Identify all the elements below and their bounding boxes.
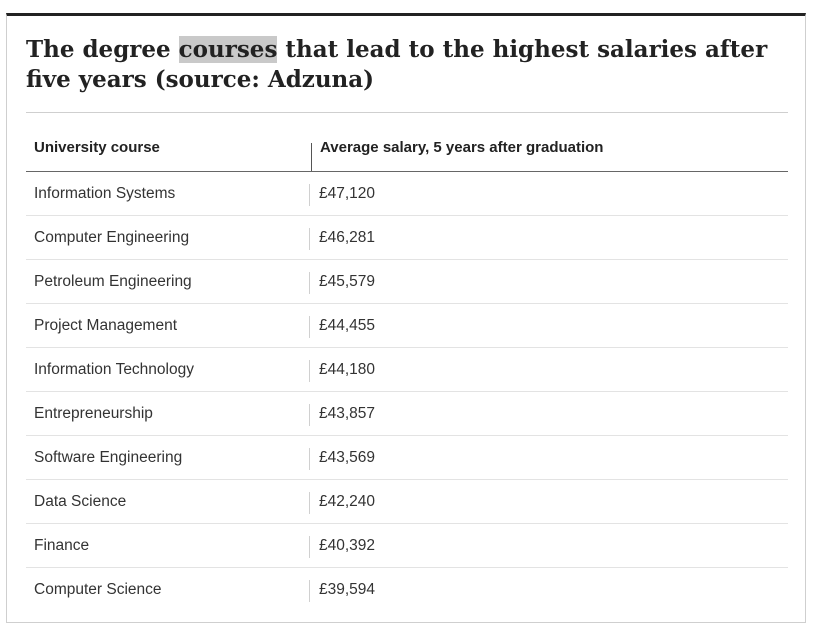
course-cell: Information Technology (34, 361, 194, 378)
title-divider (26, 112, 788, 113)
column-separator (309, 184, 310, 206)
course-cell: Petroleum Engineering (34, 273, 192, 290)
salary-cell: £40,392 (319, 537, 376, 554)
table-row: Petroleum Engineering £45,579 (26, 260, 788, 304)
column-header-salary: Average salary, 5 years after graduation (320, 139, 604, 156)
column-header-course: University course (34, 139, 160, 156)
table-row: Project Management £44,455 (26, 304, 788, 348)
column-separator (309, 272, 310, 294)
salary-cell: £44,180 (319, 361, 376, 378)
column-separator (309, 360, 310, 382)
salary-cell: £39,594 (319, 581, 376, 598)
course-cell: Project Management (34, 317, 178, 334)
salary-cell: £42,240 (319, 493, 376, 510)
table-row: Data Science £42,240 (26, 480, 788, 524)
salary-table-card: The degree courses that lead to the high… (6, 13, 806, 623)
title-highlighted-word: courses (178, 36, 278, 63)
table-row: Information Technology £44,180 (26, 348, 788, 392)
course-cell: Information Systems (34, 185, 176, 202)
salary-cell: £45,579 (319, 273, 376, 290)
salary-cell: £43,857 (319, 405, 376, 422)
column-separator (311, 143, 312, 171)
column-separator (309, 536, 310, 558)
title-text-before: The degree (26, 36, 179, 63)
course-cell: Entrepreneurship (34, 405, 153, 422)
table-row: Computer Engineering £46,281 (26, 216, 788, 260)
column-separator (309, 448, 310, 470)
table-title: The degree courses that lead to the high… (26, 35, 786, 95)
course-cell: Finance (34, 537, 90, 554)
column-separator (309, 492, 310, 514)
table-row: Entrepreneurship £43,857 (26, 392, 788, 436)
table-header-row: University course Average salary, 5 year… (26, 129, 788, 172)
table-row: Computer Science £39,594 (26, 568, 788, 611)
salary-cell: £46,281 (319, 229, 376, 246)
table-row: Information Systems £47,120 (26, 172, 788, 216)
table-row: Finance £40,392 (26, 524, 788, 568)
salary-cell: £43,569 (319, 449, 376, 466)
salary-cell: £44,455 (319, 317, 376, 334)
salary-cell: £47,120 (319, 185, 376, 202)
column-separator (309, 316, 310, 338)
course-cell: Computer Science (34, 581, 162, 598)
column-separator (309, 228, 310, 250)
table-row: Software Engineering £43,569 (26, 436, 788, 480)
column-separator (309, 580, 310, 602)
column-separator (309, 404, 310, 426)
title-text-after: that lead to the highest salaries after … (26, 36, 768, 93)
course-cell: Software Engineering (34, 449, 183, 466)
course-cell: Data Science (34, 493, 127, 510)
course-cell: Computer Engineering (34, 229, 190, 246)
